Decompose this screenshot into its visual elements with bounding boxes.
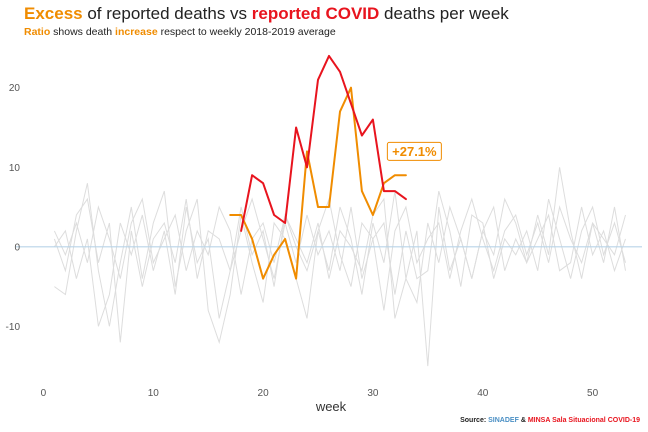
background-series-group [53, 167, 626, 367]
source-note: Source: SINADEF & MINSA Sala Situacional… [460, 417, 640, 424]
excess-series-line [229, 86, 407, 280]
subtitle-increase: increase [115, 26, 158, 38]
y-tick-label: 10 [9, 163, 21, 174]
x-tick-label: 30 [367, 388, 379, 399]
x-axis-ticks: 0 10 20 30 40 50 [41, 388, 599, 399]
source-sinadef: SINADEF [488, 417, 519, 424]
annotation-box [386, 141, 442, 161]
main-series-group [229, 54, 407, 280]
x-tick-label: 20 [258, 388, 270, 399]
x-tick-label: 50 [587, 388, 599, 399]
subtitle-end: respect to weekly 2018-2019 average [157, 26, 336, 38]
source-amp: & [520, 417, 526, 424]
covid-series-line [240, 54, 407, 232]
x-axis-label: week [315, 399, 347, 414]
y-tick-label: 20 [9, 83, 21, 94]
subtitle-mid: shows death [50, 26, 116, 38]
chart-title: Excess of reported deaths vs reported CO… [24, 4, 509, 24]
y-tick-label: 0 [14, 242, 20, 253]
y-tick-label: -10 [6, 322, 21, 333]
source-label: Source: [460, 417, 487, 424]
background-series-line-2 [54, 167, 626, 367]
title-mid: of reported deaths vs [82, 4, 252, 23]
background-series-line-3 [53, 190, 626, 327]
chart-subtitle: Ratio shows death increase respect to we… [24, 26, 336, 38]
x-tick-label: 40 [477, 388, 489, 399]
subtitle-ratio: Ratio [24, 26, 51, 38]
annotation-text: +27.1% [392, 144, 437, 159]
title-end: deaths per week [379, 4, 509, 23]
background-series-line-4 [53, 197, 626, 343]
source-minsa: MINSA Sala Situacional COVID-19 [527, 417, 640, 424]
annotation-badge: +27.1% [386, 141, 442, 161]
title-covid: reported COVID [251, 4, 380, 23]
x-tick-label: 10 [148, 388, 160, 399]
x-tick-label: 0 [41, 388, 47, 399]
title-excess: Excess [24, 4, 83, 23]
y-axis-ticks: -10 0 10 20 [6, 83, 21, 333]
